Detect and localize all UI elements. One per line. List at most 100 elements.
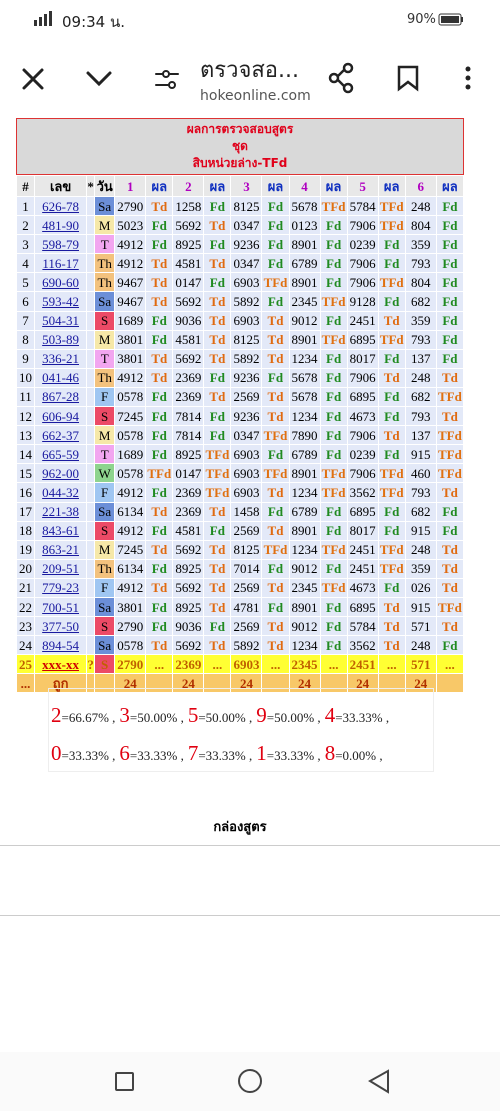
cell: 5892 (230, 635, 263, 656)
collapse-button[interactable] (86, 71, 112, 87)
cell: 793 (404, 406, 437, 427)
cell: Fd (319, 234, 348, 255)
cell: 16 (15, 482, 36, 503)
data-row: 7 504-31 S 1689 Fd 9036 Td 6903 Td 9012 Fd 2451 Td 35… (15, 310, 465, 331)
number-link[interactable]: 700-51 (34, 596, 88, 618)
number-link[interactable]: 503-89 (34, 329, 88, 350)
cell: Fd (377, 501, 406, 522)
cell: 4673 (346, 577, 379, 598)
number-link[interactable]: 863-21 (34, 539, 88, 560)
cell: 2569 (230, 386, 263, 408)
number-link[interactable]: 336-21 (34, 348, 88, 369)
cell: ... (319, 654, 348, 675)
cell: Sa (94, 501, 116, 522)
menu-button[interactable] (465, 66, 471, 90)
cell (86, 539, 96, 560)
number-link[interactable]: 504-31 (34, 310, 88, 331)
cell: 6895 (346, 596, 379, 618)
cell: Fd (145, 310, 174, 331)
cell: 8925 (172, 558, 205, 579)
cell: Fd (261, 501, 290, 522)
cell: 2345 (288, 291, 321, 312)
cell: Fd (435, 195, 465, 217)
number-link[interactable]: 481-90 (34, 215, 88, 236)
cell: Fd (435, 520, 465, 541)
back-button[interactable] (368, 1069, 389, 1094)
data-row: 18 843-61 S 4912 Fd 4581 Fd 2569 Td 8901 Fd 8017 Fd 9… (15, 520, 465, 541)
number-link[interactable]: 044-32 (34, 482, 88, 503)
share-button[interactable] (328, 62, 354, 94)
cell: Fd (435, 310, 465, 331)
cell: 25 (15, 654, 36, 675)
cell: 7906 (346, 463, 379, 484)
cell: 15 (15, 463, 36, 484)
number-link[interactable]: 606-94 (34, 406, 88, 427)
cell: S (94, 520, 116, 541)
cell: 0147 (172, 272, 205, 293)
close-button[interactable] (22, 68, 44, 90)
header-cell: วัน (94, 175, 116, 197)
cell: 8901 (288, 272, 321, 293)
number-link[interactable]: 843-61 (34, 520, 88, 541)
cell: 5023 (114, 215, 147, 236)
cell: Td (261, 520, 290, 541)
data-row: 19 863-21 M 7245 Td 5692 Td 8125 TFd 1234 TFd 2451 T… (15, 539, 465, 560)
cell: 9012 (288, 616, 321, 637)
home-button[interactable] (238, 1069, 262, 1093)
number-link[interactable]: 116-17 (34, 253, 88, 274)
number-link[interactable]: 209-51 (34, 558, 88, 579)
number-link[interactable]: 867-28 (34, 386, 88, 408)
cell: 5692 (172, 215, 205, 236)
number-link[interactable]: 894-54 (34, 635, 88, 656)
bookmark-button[interactable] (397, 65, 419, 92)
number-link[interactable]: 779-23 (34, 577, 88, 598)
cell: 0123 (288, 215, 321, 236)
cell: Td (203, 215, 232, 236)
number-link[interactable]: 665-59 (34, 444, 88, 465)
cell: 682 (404, 291, 437, 312)
number-link[interactable]: 377-50 (34, 616, 88, 637)
number-link[interactable]: 962-00 (34, 463, 88, 484)
number-link[interactable]: 626-78 (34, 195, 88, 217)
cell: 4912 (114, 482, 147, 503)
cell: 793 (404, 329, 437, 350)
data-row: 23 377-50 S 2790 Fd 9036 Fd 2569 Td 9012 Fd 5784 Td 5… (15, 616, 465, 637)
cell: TFd (435, 386, 465, 408)
cell: 10 (15, 367, 36, 388)
cell: Fd (435, 272, 465, 293)
cell: 571 (404, 654, 437, 675)
cell: 1234 (288, 635, 321, 656)
title-line: ชุด (232, 139, 248, 153)
cell: 9012 (288, 310, 321, 331)
data-row: 5 690-60 Th 9467 Td 0147 Fd 6903 TFd 8901 Fd 7906 TF… (15, 272, 465, 293)
percent: =0.00% , (335, 748, 383, 763)
number-link[interactable]: xxx-xx (34, 654, 88, 675)
number-link[interactable]: 662-37 (34, 425, 88, 446)
cell: 359 (404, 310, 437, 331)
cell: 3562 (346, 635, 379, 656)
cell: Td (435, 367, 465, 388)
data-row: 14 665-59 T 1689 Fd 8925 TFd 6903 Fd 6789 Fd 0239 Fd… (15, 444, 465, 465)
header-row: # เลข * วัน 1 ผล 2 ผล 3 ผล 4 ผล 5 ผล 6 ผล (15, 175, 465, 197)
cell: M (94, 215, 116, 236)
cell (86, 444, 96, 465)
digit: 3 (119, 703, 130, 727)
footer-cell: ... (15, 673, 36, 694)
recent-apps-button[interactable] (115, 1072, 134, 1091)
header-cell: ผล (377, 175, 406, 197)
number-link[interactable]: 041-46 (34, 367, 88, 388)
cell: Td (203, 291, 232, 312)
cell: 5784 (346, 616, 379, 637)
cell: 0239 (346, 234, 379, 255)
number-link[interactable]: 221-38 (34, 501, 88, 522)
cell: 9236 (230, 406, 263, 427)
page-url[interactable]: hokeonline.com (200, 88, 311, 104)
cell: Fd (319, 367, 348, 388)
number-link[interactable]: 593-42 (34, 291, 88, 312)
cell: Fd (435, 501, 465, 522)
number-link[interactable]: 690-60 (34, 272, 88, 293)
number-link[interactable]: 598-79 (34, 234, 88, 255)
header-cell: ผล (435, 175, 465, 197)
cell (86, 348, 96, 369)
